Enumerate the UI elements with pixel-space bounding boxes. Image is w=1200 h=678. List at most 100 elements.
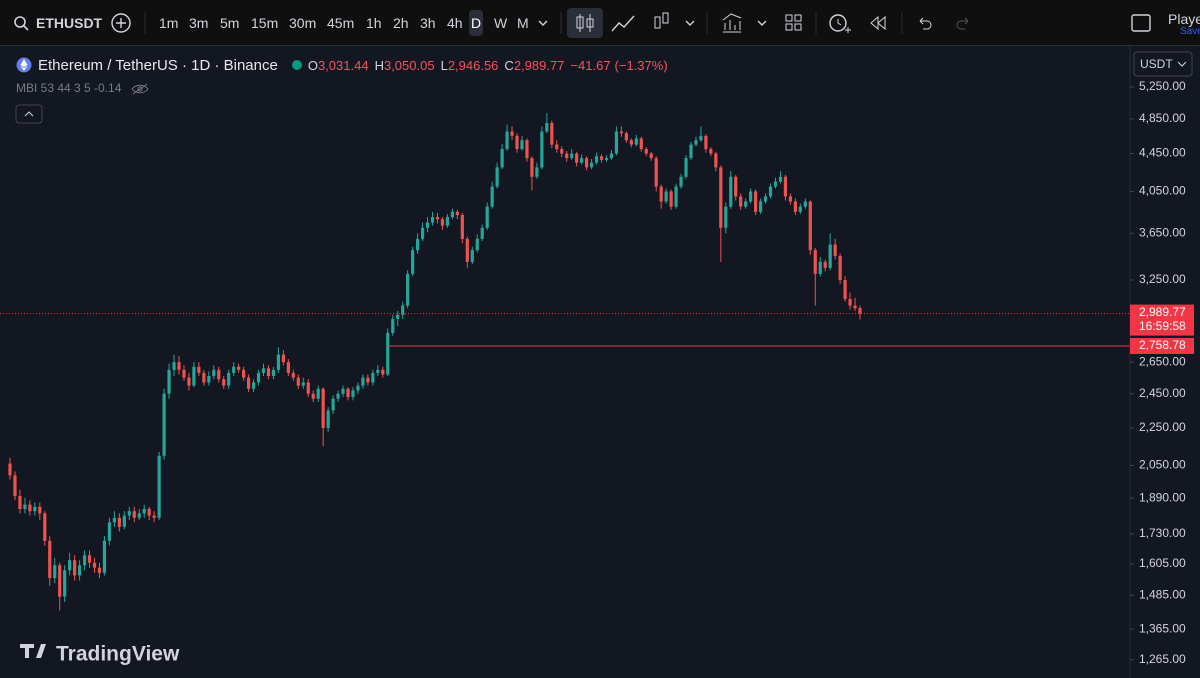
candle-body [460, 214, 464, 239]
candle-body [604, 158, 609, 160]
candle-body [406, 273, 410, 306]
chart-title: Ethereum / TetherUS · 1D · Binance [38, 56, 278, 74]
y-tick-label: 2,250.00 [1139, 420, 1186, 434]
y-tick-label: 3,650.00 [1139, 225, 1186, 239]
candle-body [709, 149, 713, 154]
candle-body [505, 131, 509, 150]
candle-body [798, 206, 802, 212]
ohlc-value: 3,031.44 [317, 57, 369, 73]
candle-body [540, 131, 544, 168]
candle-body [18, 496, 22, 509]
candle-body [609, 153, 614, 159]
ohlc-key: L [440, 57, 448, 73]
candle-body [276, 354, 281, 370]
candle-body [575, 153, 579, 163]
candle-body [202, 372, 206, 383]
candle-body [97, 567, 102, 573]
candle-body [768, 186, 773, 197]
candle-body [207, 376, 211, 383]
candle-body [77, 565, 82, 576]
indicator-label: MBI 53 44 3 5 -0.14 [16, 81, 122, 95]
candle-body [624, 133, 628, 141]
replay-button[interactable] [870, 15, 886, 31]
interval-button[interactable]: 1m [159, 15, 179, 31]
hide-icon[interactable] [129, 82, 151, 96]
interval-button[interactable]: W [494, 15, 508, 31]
candle-body [63, 570, 67, 597]
candle-body [570, 153, 574, 159]
candle-body [714, 153, 718, 168]
alert-button[interactable] [829, 14, 847, 32]
save[interactable]: Save [1180, 26, 1200, 37]
candle-body [371, 372, 375, 383]
candle-body [758, 201, 763, 212]
currency[interactable]: USDT [1140, 57, 1173, 71]
candle-type-button[interactable] [567, 8, 603, 38]
change-percent: (−1.37%) [614, 57, 668, 73]
candle-body [23, 504, 27, 509]
candle-body [565, 153, 569, 159]
candle-body [177, 362, 181, 370]
candle-body [8, 463, 12, 476]
candle-body [639, 138, 643, 150]
y-tick-label: 1,605.00 [1139, 556, 1186, 570]
currency-button[interactable] [1133, 51, 1193, 77]
candle-body [142, 508, 146, 514]
candle-body [217, 369, 221, 380]
undo-button[interactable] [919, 17, 932, 30]
ohlc-value: 2,946.56 [447, 57, 499, 73]
y-tick-label: 4,050.00 [1139, 184, 1186, 198]
redo-button[interactable] [956, 17, 969, 30]
search-icon[interactable] [14, 16, 26, 28]
candle-body [560, 149, 564, 154]
y-tick-label: 5,250.00 [1139, 79, 1186, 93]
interval-button[interactable]: 45m [327, 15, 355, 31]
candle-body [699, 135, 703, 141]
compare-button[interactable] [111, 13, 131, 33]
indicator-icon[interactable] [611, 15, 635, 32]
indicator: MBI 53 44 3 5 -0.14 [16, 81, 151, 96]
candle-body [356, 385, 360, 391]
candle-body [271, 369, 276, 377]
ohlc-value: 2,989.77 [513, 57, 565, 73]
candle-body [266, 368, 271, 377]
toolbar-icons [14, 8, 1151, 38]
candle-body [391, 318, 395, 333]
indicators-button[interactable] [722, 13, 742, 33]
candle-body [28, 504, 32, 512]
ohlc: O3,031.44 H3,050.05 L2,946.56 C2,989.77 [308, 58, 565, 73]
account[interactable]: Playe [1168, 11, 1200, 27]
interval-button[interactable]: 2h [393, 15, 409, 31]
interval-button[interactable]: 3h [420, 15, 436, 31]
candle-body [361, 377, 365, 386]
layout-button[interactable] [1131, 14, 1151, 32]
ohlc-key: H [374, 57, 384, 73]
interval-button[interactable]: 3m [189, 15, 209, 31]
candle-body [530, 158, 534, 177]
symbol[interactable]: ETHUSDT [36, 15, 103, 31]
candle-body [291, 372, 295, 378]
interval-button[interactable]: 5m [220, 15, 240, 31]
interval-button[interactable]: 15m [251, 15, 279, 31]
candle-body [316, 388, 320, 399]
interval-button[interactable]: 4h [447, 15, 463, 31]
candle-body [445, 217, 450, 226]
candle-body [38, 506, 42, 514]
interval-button[interactable]: 30m [289, 15, 317, 31]
interval-button[interactable]: D [469, 10, 484, 36]
interval-button[interactable]: M [517, 15, 529, 31]
candle-body [783, 176, 788, 197]
candle-body [281, 354, 285, 363]
candle-body [813, 250, 817, 274]
candle-body [719, 167, 723, 228]
candle-body [251, 382, 256, 389]
candle-body [485, 206, 489, 228]
candle-body [137, 513, 141, 518]
candle-body [256, 372, 261, 383]
interval-button[interactable]: 1h [366, 15, 382, 31]
candle-body [147, 508, 151, 516]
chart: USDT 5,250.00 4,850.00 4,450.00 4,050.00 3,6… [0, 46, 1200, 678]
candle-body [739, 196, 743, 207]
collapse-button[interactable] [15, 104, 43, 124]
